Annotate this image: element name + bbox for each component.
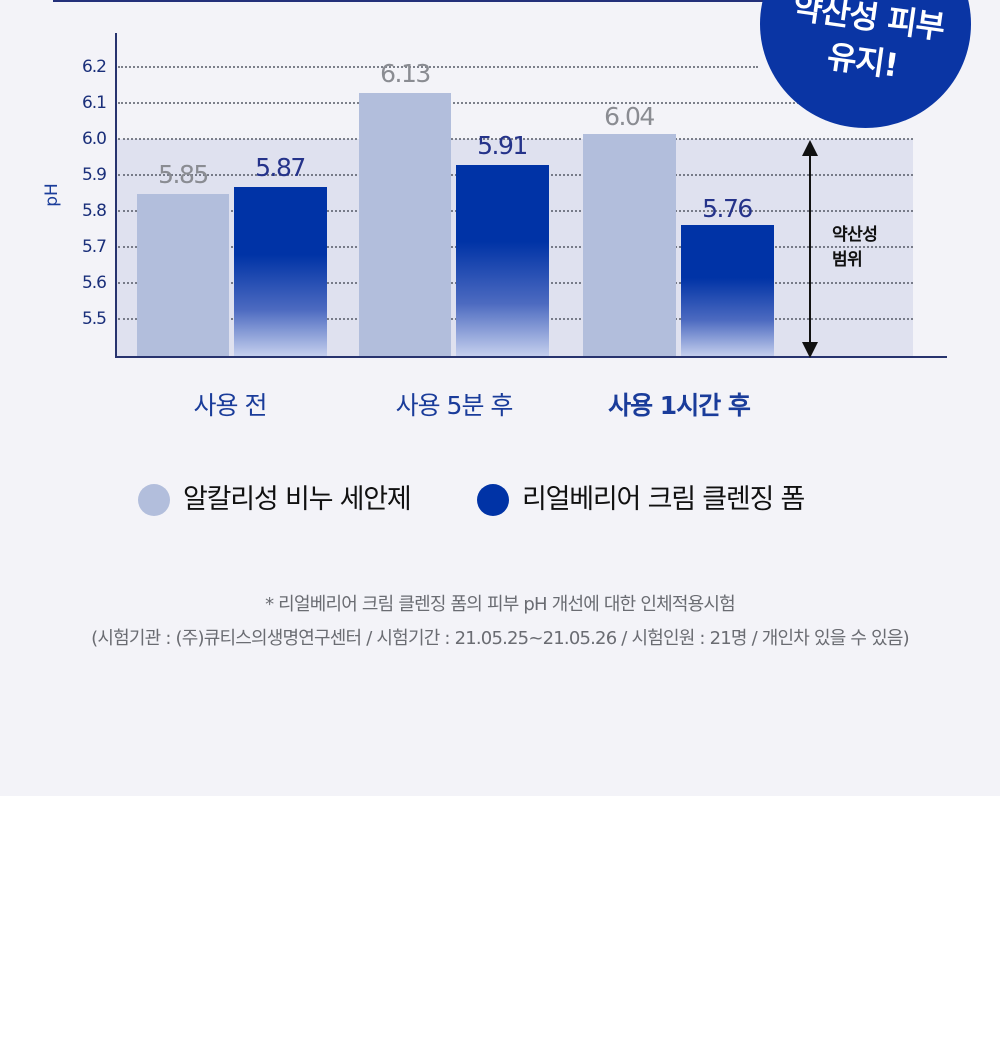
y-tick: 5.9 <box>81 165 107 185</box>
y-tick: 5.5 <box>81 309 107 329</box>
arrow-up-icon <box>802 140 818 156</box>
value-label: 5.85 <box>158 160 209 189</box>
range-arrow-line <box>809 150 811 346</box>
bar-5min-alkaline <box>359 93 451 357</box>
gridline-6.2 <box>118 66 758 68</box>
category-label: 사용 5분 후 <box>395 391 514 420</box>
y-tick: 6.1 <box>81 93 107 113</box>
bar-before-cleansing-foam <box>234 187 327 357</box>
bar-before-alkaline <box>137 194 229 357</box>
footnote-line1: * 리얼베리어 크림 클렌징 폼의 피부 pH 개선에 대한 인체적용시험 <box>265 594 736 615</box>
value-label: 5.76 <box>702 194 753 223</box>
legend-swatch-icon <box>138 484 170 516</box>
gridline-6.1 <box>118 102 838 104</box>
legend-item-cleansing-foam: 리얼베리어 크림 클렌징 폼 <box>477 480 805 520</box>
footnote-line2: (시험기관 : (주)큐티스의생명연구센터 / 시험기간 : 21.05.25~… <box>91 628 910 649</box>
y-axis-label: pH <box>41 183 62 207</box>
range-label-line1: 약산성 <box>832 225 878 245</box>
gridline-6.0 <box>118 138 913 140</box>
category-label: 사용 전 <box>193 391 268 420</box>
legend: 알칼리성 비누 세안제 리얼베리어 크림 클렌징 폼 <box>0 480 1000 524</box>
legend-label: 리얼베리어 크림 클렌징 폼 <box>522 484 805 515</box>
y-tick: 6.0 <box>81 129 107 149</box>
top-divider <box>53 0 773 2</box>
y-tick: 5.7 <box>81 237 107 257</box>
value-label: 6.13 <box>380 59 431 88</box>
y-tick: 5.6 <box>81 273 107 293</box>
y-tick: 6.2 <box>81 57 107 77</box>
bar-1hr-cleansing-foam <box>681 225 774 357</box>
x-axis <box>115 356 947 358</box>
chart-panel: 6.2 6.1 6.0 5.9 5.8 5.7 5.6 5.5 pH 5.85 … <box>0 0 1000 796</box>
y-tick: 5.8 <box>81 201 107 221</box>
badge-text: 약산성 피부 유지! <box>755 0 976 97</box>
category-label: 사용 1시간 후 <box>608 391 751 420</box>
weak-acid-badge: 약산성 피부 유지! <box>760 0 971 128</box>
legend-swatch-icon <box>477 484 509 516</box>
bar-1hr-alkaline <box>583 134 676 357</box>
y-axis <box>115 33 117 358</box>
arrow-down-icon <box>802 342 818 358</box>
value-label: 5.91 <box>477 131 528 160</box>
value-label: 6.04 <box>604 102 655 131</box>
legend-item-alkaline: 알칼리성 비누 세안제 <box>138 480 412 520</box>
range-label-line2: 범위 <box>832 250 863 270</box>
value-label: 5.87 <box>255 153 306 182</box>
legend-label: 알칼리성 비누 세안제 <box>183 484 412 515</box>
bar-5min-cleansing-foam <box>456 165 549 357</box>
range-label: 약산성 범위 <box>832 223 878 273</box>
